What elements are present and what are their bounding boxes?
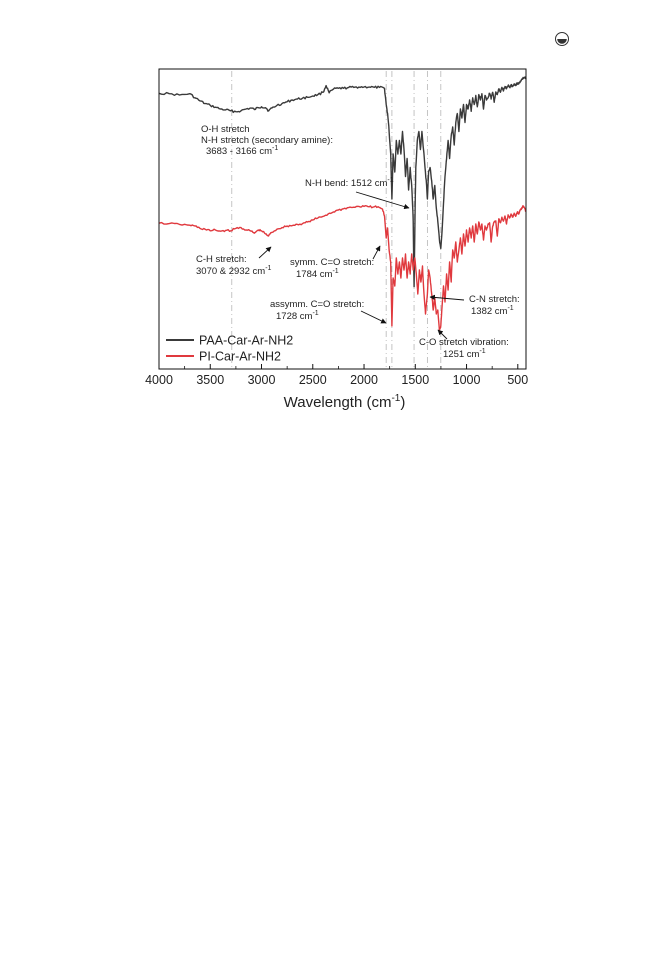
legend-label-2: PI-Car-Ar-NH2: [199, 350, 281, 364]
annotation-7-line-2: 1251 cm-1: [443, 348, 486, 360]
annotation-3-arrow: [258, 246, 272, 259]
plot-frame: [158, 68, 527, 370]
x-tick-label-5: 2000: [350, 373, 378, 387]
annotation-4-line-2: 1784 cm-1: [296, 268, 339, 280]
x-tick-label-4: 2500: [299, 373, 327, 387]
x-tick-label-8: 500: [507, 373, 528, 387]
corner-mark-icon: [555, 32, 569, 46]
annotation-1-line-3: 3683 - 3166 cm-1: [206, 145, 278, 157]
annotation-3-line-1: C-H stretch:: [196, 254, 247, 265]
annotation-4-line-1: symm. C=O stretch:: [290, 257, 374, 268]
series-line-1: [158, 76, 527, 288]
annotation-5-arrow: [360, 310, 387, 324]
annotation-2-arrow: [355, 191, 410, 210]
x-tick-label-7: 1000: [453, 373, 481, 387]
annotation-4-arrow: [372, 245, 381, 260]
reference-lines: [231, 71, 442, 368]
x-tick-label-6: 1500: [401, 373, 429, 387]
annotation-2: N-H bend: 1512 cm-1: [305, 177, 410, 210]
annotation-3-line-2: 3070 & 2932 cm-1: [196, 265, 272, 277]
x-tick-label-1: 4000: [145, 373, 173, 387]
legend-label-1: PAA-Car-Ar-NH2: [199, 334, 293, 348]
annotation-7-line-1: C-O stretch vibration:: [419, 337, 509, 348]
annotation-1-line-2: N-H stretch (secondary amine):: [201, 135, 333, 146]
x-axis: 4000 3500 3000 2500 2000 1500 1000 500: [145, 364, 528, 387]
annotation-5-line-1: assymm. C=O stretch:: [270, 299, 364, 310]
annotation-1-line-1: O-H stretch: [201, 124, 250, 135]
annotation-7: C-O stretch vibration:1251 cm-1: [419, 329, 509, 360]
annotation-5-line-2: 1728 cm-1: [276, 310, 319, 322]
annotation-5: assymm. C=O stretch:1728 cm-1: [270, 299, 387, 324]
series-layer: [158, 76, 527, 331]
annotation-2-line-1: N-H bend: 1512 cm-1: [305, 177, 394, 189]
annotation-7-arrow: [437, 329, 448, 340]
annotation-6-line-2: 1382 cm-1: [471, 305, 514, 317]
annotation-6-line-1: C-N stretch:: [469, 294, 520, 305]
annotation-4: symm. C=O stretch:1784 cm-1: [290, 245, 381, 280]
x-tick-label-2: 3500: [196, 373, 224, 387]
x-tick-label-3: 3000: [248, 373, 276, 387]
annotation-6: C-N stretch:1382 cm-1: [429, 294, 520, 317]
annotation-3: C-H stretch:3070 & 2932 cm-1: [196, 246, 272, 277]
series-line-2: [158, 205, 527, 331]
legend: PAA-Car-Ar-NH2 PI-Car-Ar-NH2: [166, 334, 293, 364]
annotation-6-arrow: [429, 294, 465, 301]
x-axis-label: Wavelength (cm-1): [284, 393, 406, 411]
